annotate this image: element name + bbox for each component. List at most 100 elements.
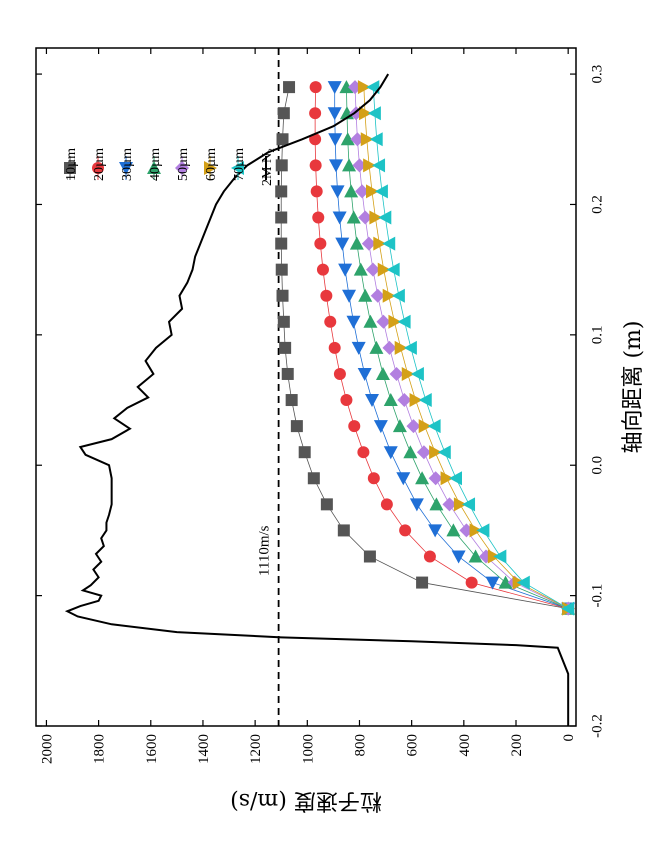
data-point — [333, 367, 346, 380]
data-point — [342, 158, 357, 172]
distance-tick-label: -0.1 — [589, 584, 605, 608]
data-point — [316, 263, 329, 276]
data-point — [370, 288, 385, 303]
data-point — [453, 497, 467, 512]
legend-marker — [231, 161, 244, 175]
data-point — [369, 210, 383, 225]
data-point — [355, 184, 370, 199]
data-point — [367, 106, 381, 121]
data-point — [415, 471, 430, 485]
data-point — [275, 237, 288, 250]
data-point — [327, 107, 342, 121]
data-point — [277, 315, 290, 328]
distance-tick-label: 0.3 — [589, 65, 605, 84]
data-point — [409, 393, 423, 408]
data-point — [380, 498, 393, 511]
data-point — [309, 159, 322, 172]
data-point — [449, 471, 462, 486]
data-point — [429, 445, 443, 460]
legend-label: 2M N₂ — [260, 148, 275, 186]
data-point — [406, 419, 421, 434]
data-point — [383, 446, 398, 460]
data-point — [309, 107, 322, 120]
data-point — [423, 550, 436, 563]
data-point — [418, 393, 432, 408]
data-point — [348, 420, 361, 433]
data-point — [352, 158, 367, 173]
data-point — [276, 133, 289, 146]
data-point — [373, 236, 387, 251]
data-point — [351, 341, 366, 355]
data-point — [349, 236, 364, 250]
data-point — [312, 211, 325, 224]
data-point — [298, 446, 311, 459]
data-point — [277, 107, 290, 120]
data-point — [437, 445, 451, 460]
data-point — [361, 236, 376, 251]
data-point — [357, 80, 371, 95]
data-point — [275, 211, 288, 224]
data-point — [382, 340, 397, 355]
data-point — [335, 237, 350, 251]
data-point — [401, 366, 415, 381]
y-axis-title: 粒子速度 (m/s) — [230, 788, 382, 813]
data-point — [375, 366, 390, 380]
data-point — [428, 524, 443, 538]
data-point — [427, 419, 441, 434]
data-point — [369, 340, 384, 354]
distance-tick-label: 0.1 — [589, 325, 605, 344]
data-point — [285, 394, 298, 407]
legend-item-2: 30µm — [119, 148, 135, 181]
legend-item-6: 70µm — [231, 148, 247, 181]
data-point — [376, 314, 391, 329]
data-point — [373, 420, 388, 434]
data-point — [369, 132, 383, 147]
data-point — [469, 523, 483, 538]
velocity-tick-label: 200 — [509, 734, 525, 757]
legend-label: 50µm — [176, 148, 191, 181]
data-point — [388, 314, 402, 329]
data-point — [346, 315, 361, 329]
data-point — [339, 80, 354, 94]
data-point — [410, 366, 424, 381]
distance-tick-label: 0.2 — [589, 195, 605, 214]
data-point — [416, 576, 429, 589]
data-point — [476, 523, 490, 538]
data-point — [358, 288, 373, 302]
data-point — [281, 367, 294, 380]
velocity-tick-label: 1400 — [196, 734, 212, 764]
data-point — [366, 80, 380, 95]
data-point — [409, 498, 424, 512]
legend-label: 40µm — [148, 148, 163, 181]
legend-item-5: 60µm — [204, 148, 219, 181]
data-point — [346, 210, 361, 224]
data-point — [357, 446, 370, 459]
series-line — [64, 73, 570, 726]
data-point — [358, 210, 373, 225]
velocity-tick-label: 600 — [405, 734, 421, 757]
data-point — [363, 550, 376, 563]
legend-marker — [119, 162, 133, 175]
data-point — [468, 549, 483, 563]
legend-item-7: 2M N₂ — [260, 148, 275, 186]
distance-tick-label: -0.2 — [589, 714, 605, 738]
data-point — [366, 184, 379, 199]
data-point — [363, 158, 377, 173]
data-point — [446, 523, 461, 537]
data-point — [498, 575, 513, 589]
data-point — [403, 445, 418, 459]
legend-marker — [175, 161, 189, 175]
velocity-tick-label: 2000 — [39, 734, 55, 764]
data-point — [328, 341, 341, 354]
data-point — [367, 472, 380, 485]
data-point — [344, 184, 359, 198]
series-3 — [339, 80, 576, 615]
data-point — [416, 445, 431, 460]
data-point — [394, 340, 408, 355]
data-point — [382, 236, 396, 251]
data-point — [377, 262, 391, 277]
data-point — [399, 524, 412, 537]
data-point — [442, 497, 457, 512]
legend-item-1: 20µm — [92, 148, 107, 181]
